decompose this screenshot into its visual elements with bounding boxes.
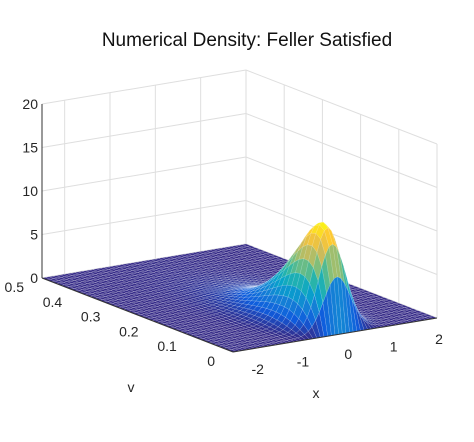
z-tick-label: 15 (22, 140, 38, 156)
z-tick-label: 20 (22, 96, 38, 112)
gridline (245, 200, 438, 275)
gridline (41, 113, 247, 148)
gridline (245, 156, 438, 232)
v-axis-label: v (128, 379, 135, 395)
v-tick-label: 0 (207, 353, 215, 369)
v-tick-label: 0.1 (157, 338, 177, 354)
gridline (41, 200, 247, 235)
gridline (245, 113, 438, 188)
chart-title: Numerical Density: Feller Satisfied (102, 30, 392, 51)
z-tick-label: 5 (30, 227, 38, 243)
gridline (245, 69, 438, 145)
z-tick-label: 10 (22, 183, 38, 199)
axis-lines (41, 104, 438, 353)
gridline (41, 156, 247, 192)
gridline (41, 69, 247, 105)
v-axis-line (41, 277, 234, 353)
z-tick-label: 0 (30, 270, 38, 286)
v-tick-label: 0.3 (81, 309, 101, 325)
v-tick-label: 0.4 (43, 294, 63, 310)
x-tick-label: 1 (390, 339, 398, 355)
x-axis-line (232, 317, 438, 353)
density-surface (41, 221, 438, 353)
x-tick-label: -2 (251, 361, 264, 377)
x-axis-label: x (313, 385, 320, 401)
v-tick-label: 0.5 (5, 279, 25, 295)
v-tick-label: 0.2 (119, 323, 139, 339)
x-tick-label: 0 (344, 346, 352, 362)
x-tick-label: 2 (435, 331, 443, 347)
x-tick-label: -1 (297, 354, 310, 370)
